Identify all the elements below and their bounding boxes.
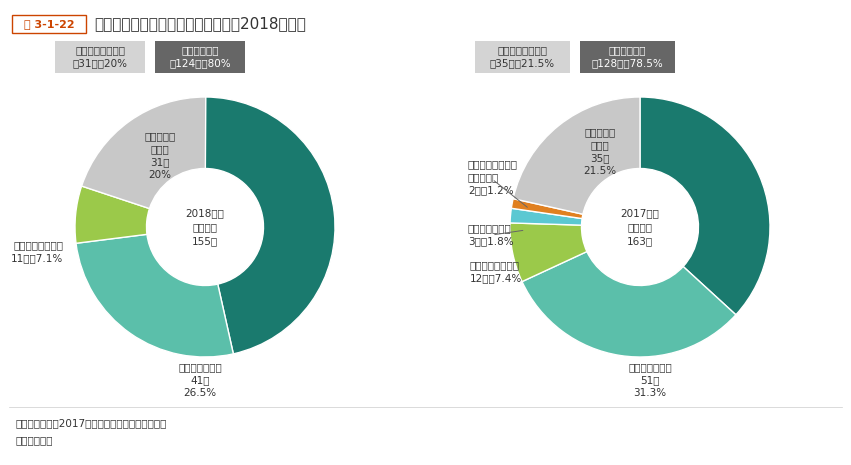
Text: 2018年度
投棄件数
155件: 2018年度 投棄件数 155件 — [186, 208, 225, 246]
Wedge shape — [76, 234, 233, 357]
Wedge shape — [510, 208, 582, 225]
Wedge shape — [205, 97, 335, 354]
Text: 木くず（建設系）
12件　7.4%: 木くず（建設系） 12件 7.4% — [470, 260, 523, 284]
Text: 廃プラスチック類
（建設系）
2件　1.2%: 廃プラスチック類 （建設系） 2件 1.2% — [468, 159, 518, 195]
Text: 建設系以外廃棄物
計31件　20%: 建設系以外廃棄物 計31件 20% — [72, 46, 128, 69]
Text: 建設系以外廃棄物
計35件　21.5%: 建設系以外廃棄物 計35件 21.5% — [490, 46, 555, 69]
Text: 建設系廃棄物
計124件　80%: 建設系廃棄物 計124件 80% — [169, 46, 231, 69]
Text: 2017年度
投棄件数
163件: 2017年度 投棄件数 163件 — [620, 208, 660, 246]
Wedge shape — [640, 97, 770, 315]
Text: がれき類
72件
46.5%: がれき類 72件 46.5% — [343, 189, 376, 225]
Text: 資料：環境省: 資料：環境省 — [15, 435, 53, 445]
Wedge shape — [511, 199, 583, 219]
Text: 建設混合廃棄物
41件
26.5%: 建設混合廃棄物 41件 26.5% — [178, 362, 222, 399]
Wedge shape — [75, 186, 150, 243]
Text: 注：参考として2017年度の実績も掲載している。: 注：参考として2017年度の実績も掲載している。 — [15, 418, 167, 428]
FancyBboxPatch shape — [55, 41, 145, 73]
Text: 建設系廃棄物
計128件　78.5%: 建設系廃棄物 計128件 78.5% — [591, 46, 664, 69]
Text: 図 3-1-22: 図 3-1-22 — [24, 19, 74, 29]
Text: 木くず（建設系）
11件　7.1%: 木くず（建設系） 11件 7.1% — [11, 240, 63, 264]
Wedge shape — [513, 97, 640, 214]
Wedge shape — [522, 252, 736, 357]
FancyBboxPatch shape — [155, 41, 245, 73]
FancyBboxPatch shape — [475, 41, 570, 73]
Text: 汚泥（建設系）
3件　1.8%: 汚泥（建設系） 3件 1.8% — [468, 223, 514, 246]
Wedge shape — [510, 223, 587, 282]
FancyBboxPatch shape — [580, 41, 675, 73]
Text: がれき類
60件
36.8%: がれき類 60件 36.8% — [778, 189, 811, 225]
Text: 建設系以外
廃棄物
35件
21.5%: 建設系以外 廃棄物 35件 21.5% — [584, 127, 617, 176]
Wedge shape — [82, 97, 206, 209]
Text: 建設混合廃棄物
51件
31.3%: 建設混合廃棄物 51件 31.3% — [628, 362, 672, 399]
Text: 建設系以外
廃棄物
31件
20%: 建設系以外 廃棄物 31件 20% — [145, 131, 175, 180]
Text: 不法投棄された産業廃棄物の種類（2018年度）: 不法投棄された産業廃棄物の種類（2018年度） — [94, 16, 306, 32]
FancyBboxPatch shape — [12, 15, 86, 33]
